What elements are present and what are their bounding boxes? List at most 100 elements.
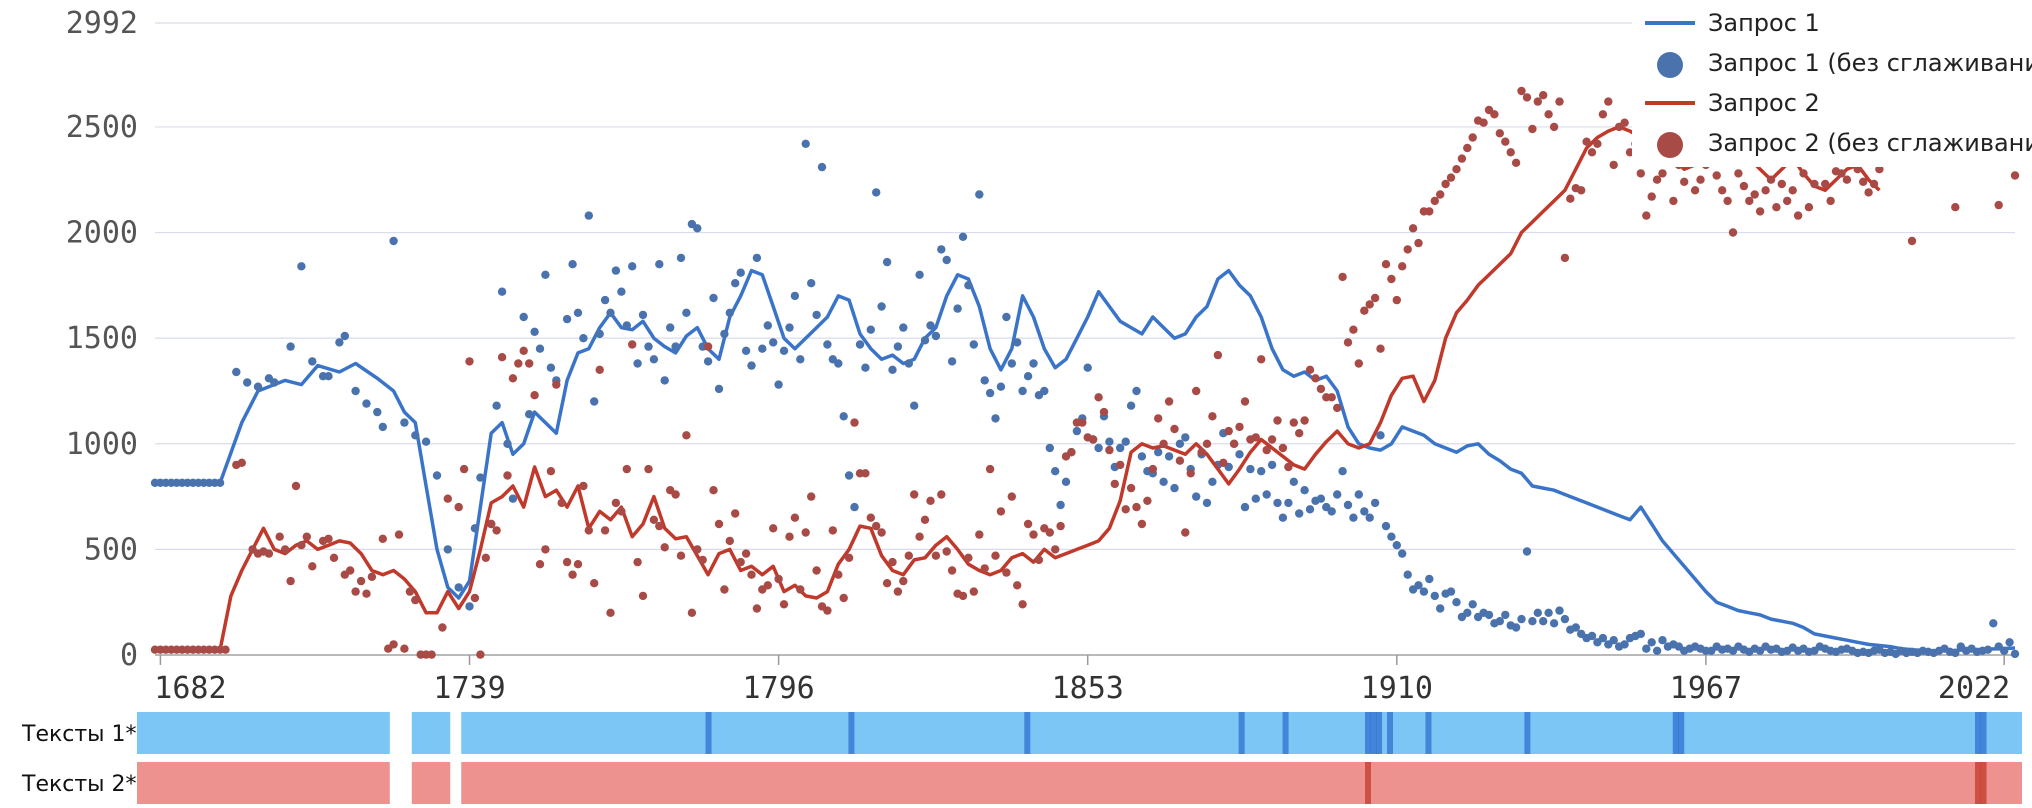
query2-point	[1360, 306, 1369, 315]
query1-point	[1484, 610, 1494, 620]
query2-point	[1045, 528, 1055, 537]
query2-point	[546, 467, 556, 476]
query1-point	[562, 314, 572, 324]
strip-segment	[137, 712, 390, 754]
query2-point	[752, 604, 762, 613]
query2-point	[1490, 110, 1499, 119]
strip-dark-mark	[1387, 712, 1394, 754]
legend-item[interactable]: Запрос 2	[1645, 89, 1820, 117]
query2-point	[823, 606, 832, 615]
query1-point	[1056, 500, 1065, 510]
query2-point	[1544, 110, 1553, 119]
query1-point	[920, 336, 930, 345]
query2-point	[628, 340, 637, 349]
query1-point	[1002, 312, 1011, 322]
query2-point	[947, 566, 957, 575]
query1-point	[861, 363, 870, 372]
query2-point	[1398, 262, 1407, 271]
query2-point	[237, 458, 246, 467]
query1-point	[855, 340, 865, 349]
query1-point	[286, 342, 295, 351]
query2-point	[1354, 359, 1364, 368]
query2-point	[1609, 160, 1618, 170]
query2-point	[1642, 211, 1651, 220]
query2-point	[899, 576, 908, 586]
query1-point	[1463, 608, 1472, 617]
strip-dark-mark	[1425, 712, 1432, 754]
query2-point	[942, 547, 951, 556]
query1-point	[324, 372, 333, 381]
query2-point	[1159, 439, 1168, 448]
query2-point	[1284, 462, 1293, 472]
query1-point	[535, 344, 545, 353]
query2-point	[470, 593, 480, 603]
query2-point	[1208, 412, 1217, 421]
query2-point	[1289, 418, 1299, 427]
legend-background	[1632, 5, 2032, 167]
query1-point	[421, 437, 431, 446]
query2-point	[1381, 260, 1391, 269]
strip-1: Тексты 1*	[21, 712, 2023, 754]
query1-point	[373, 407, 382, 417]
query2-point	[747, 570, 756, 579]
query2-point	[1587, 148, 1597, 157]
query1-point	[899, 323, 908, 332]
query1-point	[1246, 464, 1255, 474]
query1-point	[1137, 452, 1147, 461]
query2-point	[1154, 414, 1163, 423]
query1-point	[937, 245, 946, 254]
legend-item[interactable]: Запрос 1 (без сглаживания)	[1657, 49, 2032, 78]
query1-point	[1029, 359, 1038, 368]
query1-point	[1370, 498, 1380, 508]
legend-item[interactable]: Запрос 2 (без сглаживания)	[1657, 129, 2032, 158]
query1-point	[1338, 467, 1347, 476]
query2-point	[459, 464, 469, 474]
query2-point	[1365, 300, 1374, 309]
query1-point	[1175, 439, 1185, 448]
query1-point	[774, 380, 783, 389]
query2-point	[698, 555, 707, 565]
query2-point	[1869, 179, 1879, 189]
query2-point	[915, 532, 924, 541]
query2-line	[155, 125, 1881, 652]
query1-point	[872, 188, 881, 197]
query2-point	[785, 532, 794, 541]
query2-point	[1213, 350, 1223, 360]
query2-point	[1034, 555, 1044, 565]
query1-point	[270, 378, 279, 387]
query2-point	[736, 557, 745, 567]
query2-point	[1099, 407, 1109, 417]
legend-item[interactable]: Запрос 1	[1645, 9, 1820, 37]
query1-point	[1609, 636, 1618, 645]
query2-point	[579, 481, 588, 491]
query2-point	[926, 496, 935, 505]
query1-point	[1398, 549, 1407, 558]
query1-point	[1414, 581, 1423, 590]
query2-point	[1441, 179, 1450, 189]
query1-point	[1658, 636, 1667, 645]
strip-label: Тексты 2*	[21, 772, 137, 797]
query1-point	[1495, 617, 1505, 626]
query2-point	[275, 532, 284, 541]
query1-point	[682, 308, 691, 317]
query1-point	[2010, 649, 2020, 659]
query1-point	[443, 545, 452, 554]
legend[interactable]: Запрос 1 Запрос 1 (без сглаживания) Запрос…	[1632, 5, 2032, 167]
query1-point	[926, 321, 935, 330]
query1-point	[693, 224, 702, 233]
query1-point	[590, 397, 599, 406]
query2-point	[1864, 188, 1873, 197]
series-1	[155, 268, 2016, 653]
query1-point	[1316, 494, 1326, 503]
query1-point	[215, 478, 225, 487]
y-tick-label: 0	[120, 638, 138, 673]
query1-point	[817, 162, 827, 172]
query2-point	[877, 528, 886, 537]
query1-point	[1452, 598, 1461, 607]
query2-point	[1029, 530, 1038, 539]
query1-point	[1278, 513, 1288, 522]
query1-point	[1989, 619, 1998, 628]
query1-point	[823, 340, 832, 349]
query1-point	[1446, 587, 1456, 596]
